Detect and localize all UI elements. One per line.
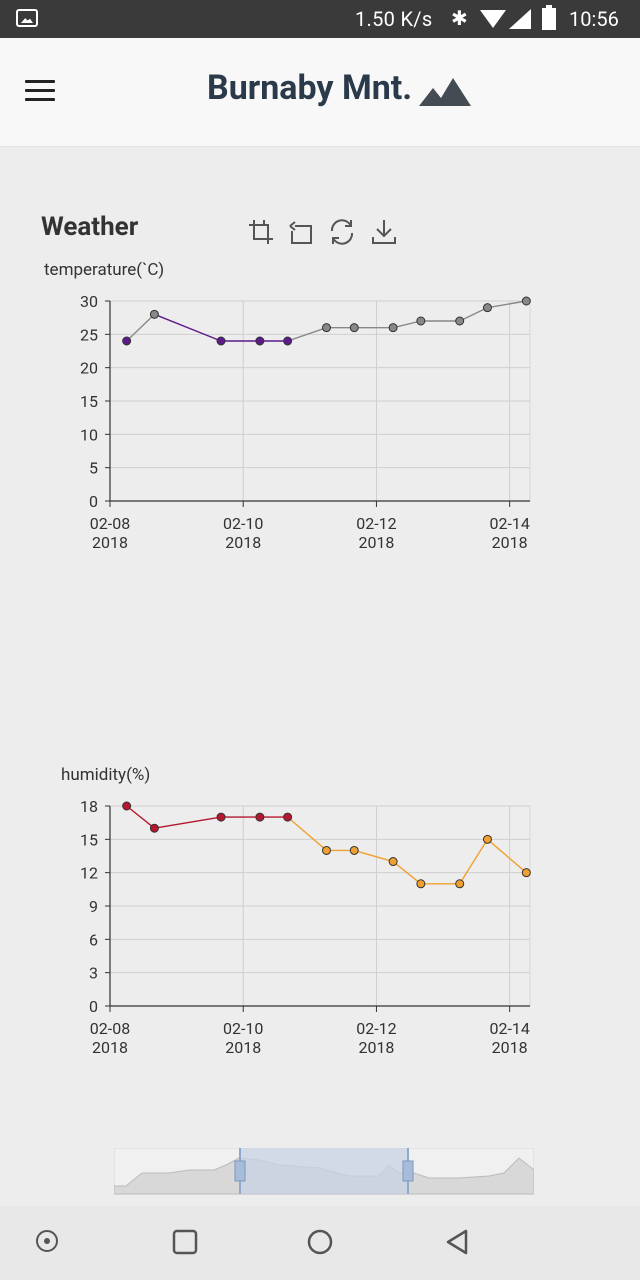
series-line-segment [154,816,222,829]
data-point [149,823,159,833]
x-tick-label: 02-10 [223,514,263,533]
humidity-chart: humidity(%) 0 3 6 9 12 15 18 02-08 2018 02-10 2018 0… [0,760,640,1074]
series-line-segment [487,838,527,874]
data-point [482,303,492,313]
y-tick-label: 10 [80,425,98,444]
dot-circle-icon[interactable] [34,1228,60,1254]
x-tick-label: 02-08 [90,1019,130,1038]
slider-selection[interactable] [240,1148,408,1194]
data-point [149,309,159,319]
temperature-chart: temperature(`C) 0 5 10 15 20 25 30 02-08 2018 02-1… [0,255,640,569]
network-speed: 1.50 K/s [355,7,433,31]
cell-signal-icon [509,9,531,29]
series-line-segment [287,816,327,851]
data-point [388,323,398,333]
data-point [521,296,531,306]
data-point [255,336,265,346]
datazoom-slider[interactable] [114,1148,534,1196]
weather-section-title: Weather [41,212,139,242]
x-tick-label: 02-14 [489,1019,529,1038]
refresh-icon[interactable] [327,217,357,247]
wifi-icon [480,10,506,28]
x-tick-label-year: 2018 [225,533,261,552]
data-point [283,336,293,346]
x-tick-label: 02-08 [90,514,130,533]
y-tick-label: 6 [89,930,98,949]
clock: 10:56 [569,7,619,31]
y-tick-label: 0 [89,997,98,1016]
y-tick-label: 15 [80,392,98,411]
series-line-segment [154,313,222,342]
data-point [455,316,465,326]
x-tick-label-year: 2018 [92,533,128,552]
data-point [416,316,426,326]
series-line-segment [459,307,488,322]
y-tick-label: 20 [80,359,98,378]
data-point [416,879,426,889]
series-line-segment [392,861,422,885]
data-point [216,812,226,822]
x-tick-label-year: 2018 [92,1038,128,1057]
y-axis-label: humidity(%) [61,765,150,785]
x-tick-label: 02-12 [356,1019,396,1038]
series-line-segment [126,313,155,342]
image-icon [16,9,38,27]
x-tick-label-year: 2018 [358,533,394,552]
series-line-segment [354,849,394,863]
recents-square-icon[interactable] [171,1228,199,1256]
x-tick-label: 02-14 [489,514,529,533]
y-tick-label: 15 [80,830,98,849]
y-axis-label: temperature(`C) [44,260,164,280]
y-tick-label: 25 [80,325,98,344]
data-point [122,801,132,811]
y-tick-label: 9 [89,897,98,916]
x-tick-label-year: 2018 [492,533,528,552]
y-tick-label: 12 [80,864,98,883]
series-line-segment [392,320,422,329]
y-tick-label: 30 [80,292,98,311]
app-header: Burnaby Mnt. [0,38,640,147]
x-tick-label: 02-12 [356,514,396,533]
series-line-segment [487,300,527,309]
home-circle-icon[interactable] [306,1228,334,1256]
data-point [388,857,398,867]
series-line-segment [126,805,155,829]
data-point [455,879,465,889]
hamburger-menu-icon[interactable] [22,80,58,104]
battery-icon [542,5,556,30]
data-point [255,812,265,822]
data-point [321,323,331,333]
series-line-segment [287,327,327,342]
y-tick-label: 3 [89,964,98,983]
y-tick-label: 5 [89,459,98,478]
data-point [349,845,359,855]
download-icon[interactable] [369,217,399,247]
temperature-chart-svg: temperature(`C)05101520253002-08201802-1… [44,260,531,552]
android-navigation-bar [0,1206,640,1280]
x-tick-label-year: 2018 [358,1038,394,1057]
app-title: Burnaby Mnt. [207,68,413,108]
x-tick-label-year: 2018 [492,1038,528,1057]
data-point [216,336,226,346]
data-point [482,834,492,844]
data-point [283,812,293,822]
x-tick-label: 02-10 [223,1019,263,1038]
data-point [122,336,132,346]
x-tick-label-year: 2018 [225,1038,261,1057]
humidity-chart-svg: humidity(%)036912151802-08201802-1020180… [61,765,531,1057]
status-bar: 1.50 K/s ✱ 10:56 [0,0,640,38]
data-point [521,868,531,878]
data-point [321,845,331,855]
slider-left-handle[interactable] [234,1160,246,1182]
y-tick-label: 18 [80,797,98,816]
series-line-segment [459,838,489,885]
mountain-icon [419,78,471,106]
crop-zoom-icon[interactable] [246,217,276,247]
zoom-reset-icon[interactable] [286,217,316,247]
data-point [349,323,359,333]
back-triangle-icon[interactable] [444,1228,472,1256]
slider-right-handle[interactable] [402,1160,414,1182]
bluetooth-icon: ✱ [451,6,468,30]
y-tick-label: 0 [89,492,98,511]
